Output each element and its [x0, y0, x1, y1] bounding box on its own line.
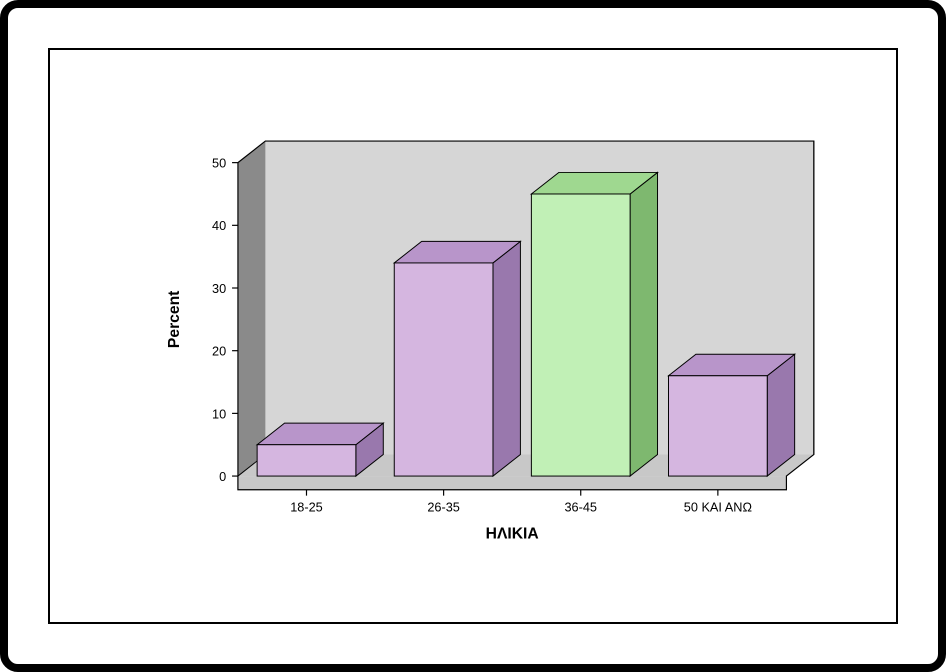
y-axis-label: Percent: [166, 290, 183, 348]
x-tick-label: 36-45: [564, 499, 597, 514]
chart-floor-front: [238, 476, 786, 490]
y-tick-label: 40: [212, 218, 226, 233]
bar-side: [493, 241, 520, 476]
x-tick-label: 26-35: [427, 499, 460, 514]
chart-svg: 0 10 20 30 40 50 Percent 18-25 26-35 36-45 50 ΚΑΙ …: [50, 50, 896, 622]
y-tick-label: 30: [212, 281, 226, 296]
y-tick-label: 50: [212, 156, 226, 171]
chart-panel: 0 10 20 30 40 50 Percent 18-25 26-35 36-45 50 ΚΑΙ …: [48, 48, 898, 624]
bar-side: [630, 172, 657, 476]
bar-front: [394, 263, 493, 476]
outer-frame: 0 10 20 30 40 50 Percent 18-25 26-35 36-45 50 ΚΑΙ …: [0, 0, 946, 672]
bar-front: [257, 445, 356, 476]
x-tick-label: 50 ΚΑΙ ΑΝΩ: [684, 499, 752, 514]
y-tick-label: 10: [212, 406, 226, 421]
bar-front: [668, 376, 767, 476]
chart-sidewall: [238, 141, 265, 476]
y-tick-label: 0: [219, 469, 226, 484]
x-axis-label: ΗΛΙΚΙΑ: [486, 526, 539, 543]
y-tick-label: 20: [212, 344, 226, 359]
x-tick-label: 18-25: [290, 499, 323, 514]
bar-front: [531, 194, 630, 476]
